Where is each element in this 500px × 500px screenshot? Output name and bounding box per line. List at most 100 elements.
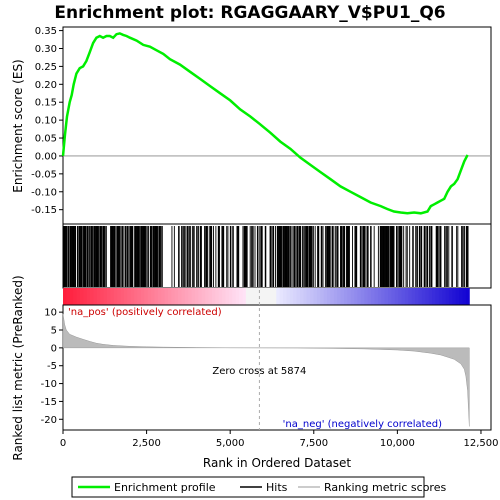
color-bar-segment bbox=[147, 288, 152, 305]
color-bar-segment bbox=[151, 288, 155, 305]
color-bar-segment bbox=[286, 288, 291, 305]
color-bar-segment bbox=[167, 288, 172, 305]
color-bar-segment bbox=[130, 288, 135, 305]
color-bar-segment bbox=[337, 288, 342, 305]
color-bar-segment bbox=[435, 288, 440, 305]
x-tick-label: 0 bbox=[60, 438, 66, 449]
color-bar-segment bbox=[415, 288, 419, 305]
color-bar-segment bbox=[333, 288, 338, 305]
color-bar-segment bbox=[323, 288, 328, 305]
color-bar-segment bbox=[154, 288, 159, 305]
color-bar-segment bbox=[377, 288, 382, 305]
color-bar-segment bbox=[448, 288, 453, 305]
color-bar-segment bbox=[381, 288, 386, 305]
color-bar-segment bbox=[411, 288, 416, 305]
color-bar-segment bbox=[364, 288, 369, 305]
color-bar-segment bbox=[438, 288, 443, 305]
color-bar-segment bbox=[178, 288, 182, 305]
es-y-tick-label: 0.00 bbox=[35, 151, 57, 162]
color-bar-segment bbox=[134, 288, 138, 305]
legend: Enrichment profile Hits Ranking metric s… bbox=[71, 476, 446, 498]
color-bar-segment bbox=[394, 288, 399, 305]
color-bar-segment bbox=[330, 288, 335, 305]
color-bar-segment bbox=[63, 288, 67, 305]
color-bar-segment bbox=[432, 288, 436, 305]
color-bar-segment bbox=[218, 288, 223, 305]
negative-correlation-label: 'na_neg' (negatively correlated) bbox=[283, 419, 442, 430]
color-bar-segment bbox=[222, 288, 227, 305]
color-bar-segment bbox=[306, 288, 311, 305]
color-bar-segment bbox=[289, 288, 294, 305]
color-bar-segment bbox=[269, 288, 274, 305]
color-bar-segment bbox=[404, 288, 409, 305]
color-bar-segment bbox=[401, 288, 406, 305]
enrichment-profile-line bbox=[61, 32, 469, 215]
x-axis-label: Rank in Ordered Dataset bbox=[203, 456, 351, 470]
color-bar-segment bbox=[96, 288, 101, 305]
color-bar-segment bbox=[225, 288, 230, 305]
color-bar-segment bbox=[347, 288, 352, 305]
color-bar-segment bbox=[344, 288, 348, 305]
color-bar-segment bbox=[303, 288, 308, 305]
color-bar-segment bbox=[408, 288, 413, 305]
color-bar-segment bbox=[117, 288, 122, 305]
color-bar-segment bbox=[239, 288, 243, 305]
color-bar-segment bbox=[161, 288, 166, 305]
color-bar-segment bbox=[354, 288, 359, 305]
hit-lines bbox=[62, 226, 469, 287]
color-bar-segment bbox=[316, 288, 321, 305]
zero-cross-label: Zero cross at 5874 bbox=[212, 366, 306, 377]
legend-profile-label: Enrichment profile bbox=[114, 481, 216, 494]
metric-y-tick-label: 5 bbox=[51, 326, 57, 337]
color-bar-segment bbox=[371, 288, 375, 305]
es-y-tick-label: -0.05 bbox=[31, 169, 57, 180]
color-bar-segment bbox=[462, 288, 467, 305]
color-bar-segment bbox=[113, 288, 118, 305]
metric-y-tick-label: -5 bbox=[47, 361, 57, 372]
color-bar-segment bbox=[242, 288, 247, 305]
color-bar-segment bbox=[252, 288, 257, 305]
color-bar-segment bbox=[228, 288, 233, 305]
es-y-axis-label: Enrichment score (ES) bbox=[11, 59, 25, 192]
color-bar-segment bbox=[279, 288, 284, 305]
color-bar-segment bbox=[157, 288, 162, 305]
color-bar-segment bbox=[205, 288, 210, 305]
color-bar-segment bbox=[100, 288, 105, 305]
color-bar-segment bbox=[235, 288, 240, 305]
color-bar-segment bbox=[266, 288, 271, 305]
color-bar-segment bbox=[79, 288, 84, 305]
color-bar-segment bbox=[442, 288, 447, 305]
metric-y-tick-label: 0 bbox=[51, 343, 57, 354]
color-bar-segment bbox=[340, 288, 345, 305]
color-bar-segment bbox=[198, 288, 203, 305]
metric-y-tick-label: 10 bbox=[44, 308, 57, 319]
color-bar-segment bbox=[66, 288, 71, 305]
color-bar-segment bbox=[164, 288, 169, 305]
color-bar-segment bbox=[320, 288, 325, 305]
color-bar-segment bbox=[255, 288, 260, 305]
color-bar-segment bbox=[208, 288, 213, 305]
legend-hits-label: Hits bbox=[266, 481, 288, 494]
es-y-tick-label: 0.20 bbox=[35, 80, 57, 91]
es-y-tick-label: 0.35 bbox=[35, 26, 57, 37]
color-bar-segment bbox=[357, 288, 362, 305]
color-bar-segment bbox=[296, 288, 301, 305]
color-bar-segment bbox=[455, 288, 460, 305]
color-bar-segment bbox=[272, 288, 277, 305]
x-tick-label: 5,000 bbox=[216, 438, 245, 449]
color-bar-segment bbox=[211, 288, 216, 305]
es-panel: 0.35 0.30 0.25 0.20 0.15 0.10 0.05 0.00 -0.05 -0.… bbox=[11, 26, 492, 225]
color-bar-segment bbox=[465, 288, 470, 305]
color-bar-segment bbox=[367, 288, 372, 305]
color-bar-segment bbox=[232, 288, 237, 305]
color-bar-segment bbox=[107, 288, 111, 305]
color-bar-segment bbox=[195, 288, 199, 305]
color-bar-segment bbox=[86, 288, 91, 305]
color-bar-segment bbox=[259, 288, 264, 305]
es-y-tick-label: 0.30 bbox=[35, 44, 57, 55]
es-y-tick-label: -0.15 bbox=[31, 205, 57, 216]
color-bar-segment bbox=[398, 288, 403, 305]
metric-y-tick-label: -20 bbox=[41, 415, 57, 426]
color-bar-segment bbox=[127, 288, 132, 305]
color-bar-segment bbox=[445, 288, 450, 305]
